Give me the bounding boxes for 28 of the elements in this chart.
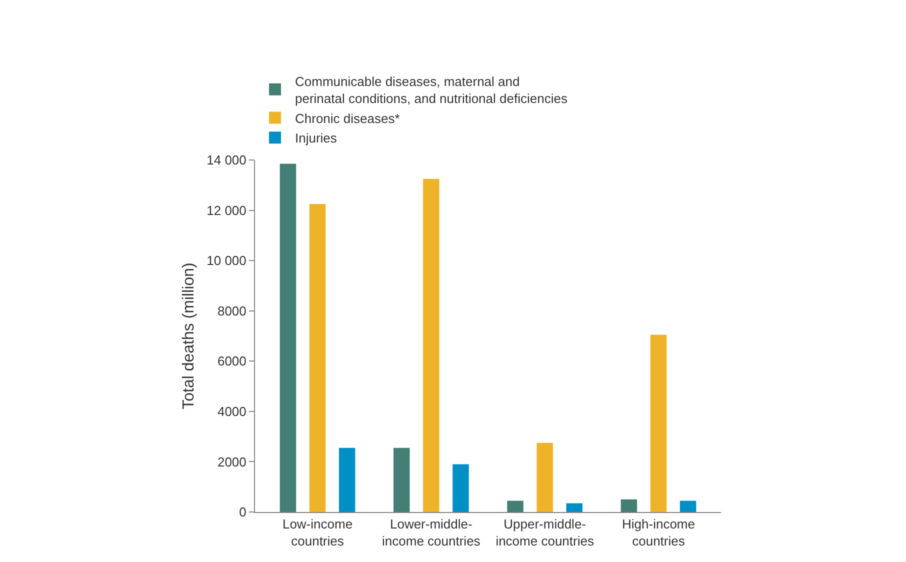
y-tick-label: 10 000 — [206, 253, 246, 268]
y-tick-label: 14 000 — [206, 152, 246, 168]
x-tick-label: Upper-middle- income countries — [496, 516, 594, 548]
bar — [338, 448, 356, 512]
x-tick-label: Low-income countries — [282, 516, 353, 548]
bar — [423, 178, 440, 512]
bar — [620, 499, 638, 512]
y-tick-label: 4000 — [217, 404, 246, 419]
bar — [650, 334, 667, 512]
y-tick-label: 2000 — [217, 454, 246, 470]
bar — [452, 464, 469, 512]
y-tick-label: 8000 — [217, 303, 246, 318]
y-tick-label: 0 — [239, 504, 246, 520]
y-tick-label: 12 000 — [206, 202, 246, 218]
legend-label: Chronic diseases* — [295, 110, 400, 126]
bar — [536, 442, 553, 512]
bar — [309, 204, 326, 512]
legend-label: Injuries — [295, 130, 338, 146]
bar — [566, 503, 583, 512]
bar — [680, 500, 696, 512]
bar — [280, 164, 296, 512]
legend-label: Communicable diseases, maternal and perinatal conditions, and nutritional deficiencies — [295, 74, 568, 106]
y-tick-label: 6000 — [217, 354, 246, 369]
x-tick-label: Lower-middle- income countries — [382, 516, 481, 548]
x-tick-label: High-income countries — [622, 516, 695, 548]
y-axis-title: Total deaths (million) — [180, 262, 198, 410]
bar — [507, 500, 524, 512]
bar — [393, 448, 410, 512]
